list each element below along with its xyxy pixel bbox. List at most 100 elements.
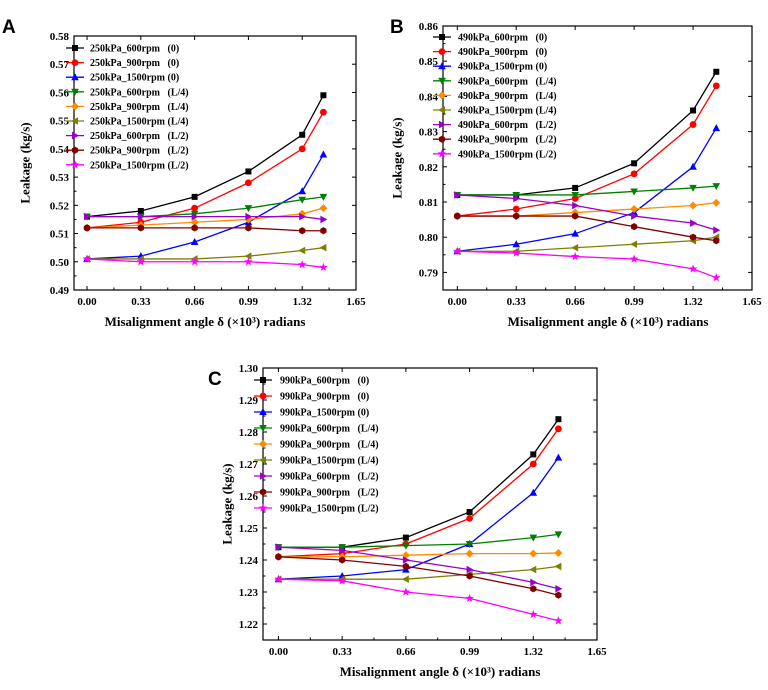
data-point (512, 240, 521, 248)
data-point (554, 425, 562, 433)
x-tick-label: 0.99 (460, 646, 480, 658)
data-point (402, 562, 409, 570)
x-axis-title: Misalignment angle δ (×10³) radians (340, 664, 541, 679)
legend-entry: 250kPa_600rpm (L/4) (90, 87, 189, 98)
data-point (299, 131, 306, 138)
legend-marker (438, 48, 446, 55)
y-tick-label: 1.24 (239, 555, 259, 567)
data-point (245, 212, 253, 221)
data-point (319, 204, 328, 213)
legend-marker (259, 425, 267, 432)
data-point (402, 542, 410, 550)
data-point (275, 553, 282, 561)
series-line (278, 556, 559, 596)
x-tick-label: 1.32 (524, 646, 544, 658)
data-point (631, 212, 639, 220)
data-point (572, 212, 579, 220)
legend-marker (259, 488, 267, 496)
data-point (320, 215, 328, 224)
y-tick-label: 0.54 (50, 144, 70, 156)
y-tick-label: 0.50 (50, 257, 70, 269)
data-point (513, 194, 521, 203)
legend-entry: 490kPa_900rpm (L/2) (458, 135, 557, 146)
legend: 250kPa_600rpm (0) 250kPa_900rpm (0) 250kPa… (66, 44, 189, 171)
y-tick-label: 0.58 (50, 31, 70, 43)
data-point (554, 453, 563, 461)
legend-marker (72, 45, 78, 51)
legend-entry: 490kPa_600rpm (L/4) (458, 76, 557, 87)
x-axis-title: Misalignment angle δ (×10³) radians (508, 314, 709, 329)
data-point (630, 240, 638, 249)
data-point (631, 223, 638, 231)
data-point (712, 124, 721, 132)
series-4 (453, 198, 721, 221)
data-point (688, 264, 698, 273)
series-line (87, 154, 324, 260)
data-point (319, 150, 328, 158)
series-5 (83, 243, 327, 263)
legend-entry: 490kPa_900rpm (0) (458, 47, 547, 58)
data-point (244, 252, 252, 260)
data-point (454, 191, 462, 199)
data-point (465, 541, 474, 548)
data-point (529, 460, 537, 468)
y-tick-label: 0.52 (50, 200, 70, 212)
legend-marker (259, 392, 267, 400)
x-tick-label: 1.32 (293, 296, 313, 308)
series-line (457, 236, 717, 252)
data-point (630, 188, 638, 196)
data-point (83, 224, 91, 232)
legend-entry: 250kPa_600rpm (0) (90, 44, 179, 55)
data-point (320, 227, 327, 235)
legend-entry: 990kPa_600rpm (L/2) (280, 472, 379, 483)
series-6 (84, 212, 328, 224)
data-point (244, 205, 253, 213)
data-point (554, 616, 563, 625)
data-point (555, 585, 563, 593)
series-8 (274, 574, 563, 625)
series-line (278, 533, 559, 548)
data-point (84, 212, 92, 221)
series-line (87, 227, 324, 232)
data-point (529, 534, 538, 542)
legend-entry: 490kPa_600rpm (0) (458, 33, 547, 44)
data-point (298, 145, 306, 153)
legend-marker (71, 59, 79, 66)
series-0 (275, 416, 562, 551)
legend-entry: 990kPa_600rpm (0) (280, 376, 369, 387)
data-point (554, 531, 563, 539)
chart-panel-a: A 0.49 0.50 0.51 0.52 0.53 0.54 0.55 0.56 0.57 0.5… (2, 17, 366, 329)
series-line (457, 85, 717, 217)
series-line (87, 247, 324, 260)
data-point (299, 227, 306, 235)
x-tick-label: 1.65 (346, 296, 366, 308)
data-point (319, 193, 328, 201)
data-point (629, 254, 639, 263)
legend-entry: 990kPa_1500rpm (0) (280, 408, 369, 419)
legend-marker (71, 117, 78, 125)
series-line (278, 565, 559, 580)
x-tick-label: 1.65 (742, 296, 762, 308)
legend-marker (259, 408, 267, 415)
data-point (572, 184, 579, 191)
series-6 (454, 191, 721, 234)
legend-entry: 250kPa_600rpm (L/2) (90, 131, 189, 142)
data-point (689, 184, 697, 192)
y-tick-label: 1.22 (239, 619, 259, 631)
y-tick-label: 0.56 (50, 87, 70, 99)
y-axis-title: Leakage (kg/s) (18, 122, 33, 203)
legend-marker (71, 73, 79, 81)
data-point (512, 205, 520, 213)
series-8 (453, 246, 721, 282)
data-point (713, 226, 721, 234)
data-point (465, 549, 474, 558)
data-point (454, 212, 461, 220)
data-point (571, 229, 579, 237)
legend-entry: 990kPa_900rpm (L/2) (280, 488, 379, 499)
data-point (689, 201, 698, 210)
legend-entry: 250kPa_900rpm (L/4) (90, 102, 189, 113)
data-point (555, 416, 562, 423)
series-0 (454, 68, 720, 198)
data-point (319, 108, 327, 116)
